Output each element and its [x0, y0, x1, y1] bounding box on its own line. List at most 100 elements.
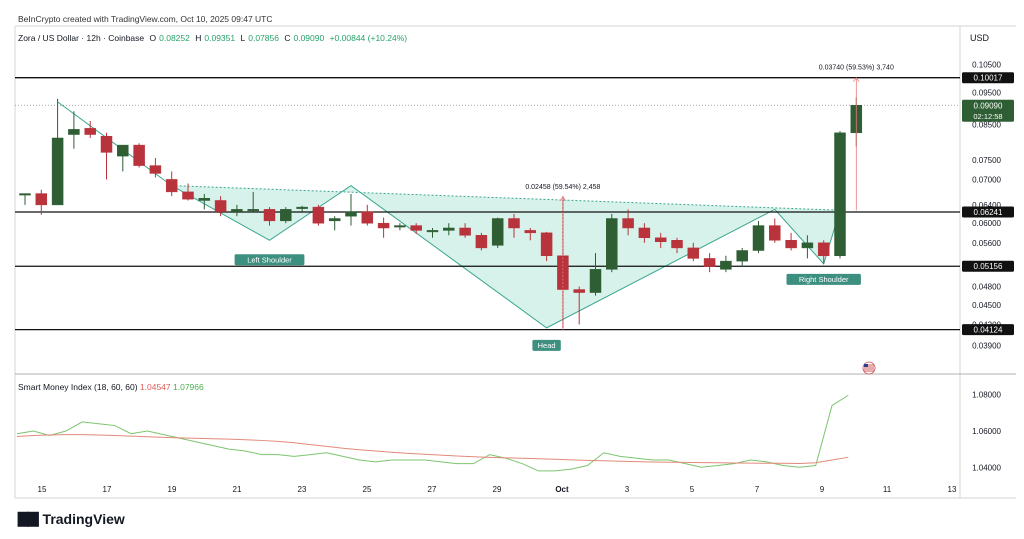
y-tick-label: 0.10500	[972, 60, 1001, 69]
pattern-label-bg	[786, 273, 861, 285]
price-label-2: 0.06241	[962, 206, 1014, 218]
candle-body	[589, 269, 602, 293]
candle-body	[508, 218, 520, 229]
x-tick-label: 13	[948, 485, 957, 494]
candle-body	[752, 225, 765, 251]
candle-body	[443, 227, 455, 231]
candle	[573, 286, 585, 325]
candle-body	[35, 193, 48, 206]
candle-body	[377, 222, 390, 229]
flag-canton	[864, 364, 868, 367]
tradingview-brand: TradingView	[42, 510, 125, 527]
candle	[68, 111, 80, 149]
candle	[720, 255, 732, 273]
candle	[328, 216, 341, 231]
candle-body	[100, 136, 113, 153]
price-label-bg	[962, 260, 1014, 272]
price-label-text: 0.09090	[974, 101, 1003, 110]
high-value: 0.09351	[204, 33, 236, 43]
candle-body	[834, 132, 846, 257]
measure-label-1: 0.03740 (59.53%) 3,740	[819, 65, 894, 72]
y-tick-label: 0.04800	[972, 283, 1001, 292]
candle	[752, 220, 765, 254]
candle	[540, 231, 553, 262]
candle	[736, 247, 748, 267]
smi-y-tick-label: 1.04000	[972, 463, 1001, 472]
candle	[165, 171, 178, 197]
candle	[817, 240, 830, 264]
candle	[508, 213, 520, 238]
candle-body	[687, 247, 700, 259]
symbol-name: Zora / US Dollar · 12h · Coinbase	[18, 33, 145, 43]
candle	[51, 98, 64, 206]
candle	[377, 217, 390, 238]
flag-circle	[862, 361, 876, 375]
candle	[231, 204, 243, 217]
attribution-text: BeInCrypto created with TradingView.com,…	[18, 14, 273, 24]
candle	[606, 213, 618, 273]
candle-body	[296, 206, 308, 209]
smi-y-tick-label: 1.06000	[972, 427, 1001, 436]
candle	[394, 223, 406, 231]
currency-label[interactable]: USD	[970, 33, 990, 43]
pattern-label-0: Left Shoulder	[234, 254, 305, 266]
candle-body	[247, 209, 259, 212]
candle	[524, 227, 537, 241]
candle	[638, 223, 651, 243]
price-label-3: 0.05156	[962, 260, 1014, 272]
price-label-bg	[962, 206, 1014, 218]
candle	[280, 207, 292, 224]
candle-body	[491, 218, 504, 246]
candle	[263, 207, 276, 226]
y-tick-label: 0.05600	[972, 239, 1001, 248]
x-tick-label: 21	[233, 485, 242, 494]
candle	[834, 131, 846, 259]
pattern-label-text: Right Shoulder	[799, 275, 849, 284]
x-tick-label: 17	[103, 485, 112, 494]
pattern-label-text: Head	[538, 341, 556, 350]
candle-body	[459, 227, 471, 236]
candle	[589, 253, 602, 296]
change-value: +0.00844 (+10.24%)	[329, 33, 408, 43]
candle-body	[801, 242, 814, 249]
pattern-label-1: Head	[532, 339, 561, 351]
tradingview-logo[interactable]: ▇▇ TradingView	[18, 510, 125, 527]
candle	[312, 204, 325, 226]
low-value: 0.07856	[248, 33, 279, 43]
candle	[182, 183, 194, 201]
x-tick-label: 7	[755, 485, 760, 494]
price-label-bg	[962, 324, 1014, 336]
candle-body	[68, 129, 80, 135]
candle-body	[133, 144, 145, 166]
candle-body	[345, 211, 357, 217]
smi-y-tick-label: 1.08000	[972, 391, 1001, 400]
candle-body	[361, 211, 374, 224]
candle	[671, 237, 683, 254]
x-tick-label: Oct	[555, 485, 569, 494]
y-tick-label: 0.04500	[972, 301, 1001, 310]
candle-body	[540, 232, 553, 257]
candle	[100, 132, 113, 180]
candle-body	[263, 209, 276, 222]
x-tick-label: 29	[493, 485, 502, 494]
y-tick-label: 0.07500	[972, 156, 1001, 165]
y-tick-label: 0.06400	[972, 201, 1001, 210]
candle	[133, 143, 145, 168]
x-tick-label: 15	[38, 485, 47, 494]
candle-body	[654, 237, 667, 243]
candle	[35, 189, 48, 215]
candle-body	[394, 225, 406, 228]
indicator-value-b: 1.07966	[173, 382, 204, 392]
x-tick-label: 11	[883, 485, 892, 494]
price-label-4: 0.04124	[962, 324, 1014, 336]
x-tick-label: 27	[428, 485, 437, 494]
x-tick-label: 3	[625, 485, 630, 494]
candle-body	[817, 242, 830, 257]
candle-body	[410, 225, 422, 231]
y-tick-label: 0.06000	[972, 219, 1001, 228]
candle	[117, 144, 129, 172]
y-tick-label: 0.07000	[972, 175, 1001, 184]
indicator-legend[interactable]: Smart Money Index (18, 60, 60) 1.04547 1…	[18, 382, 204, 392]
y-tick-label: 0.09500	[972, 89, 1001, 98]
candle-body	[622, 218, 634, 229]
